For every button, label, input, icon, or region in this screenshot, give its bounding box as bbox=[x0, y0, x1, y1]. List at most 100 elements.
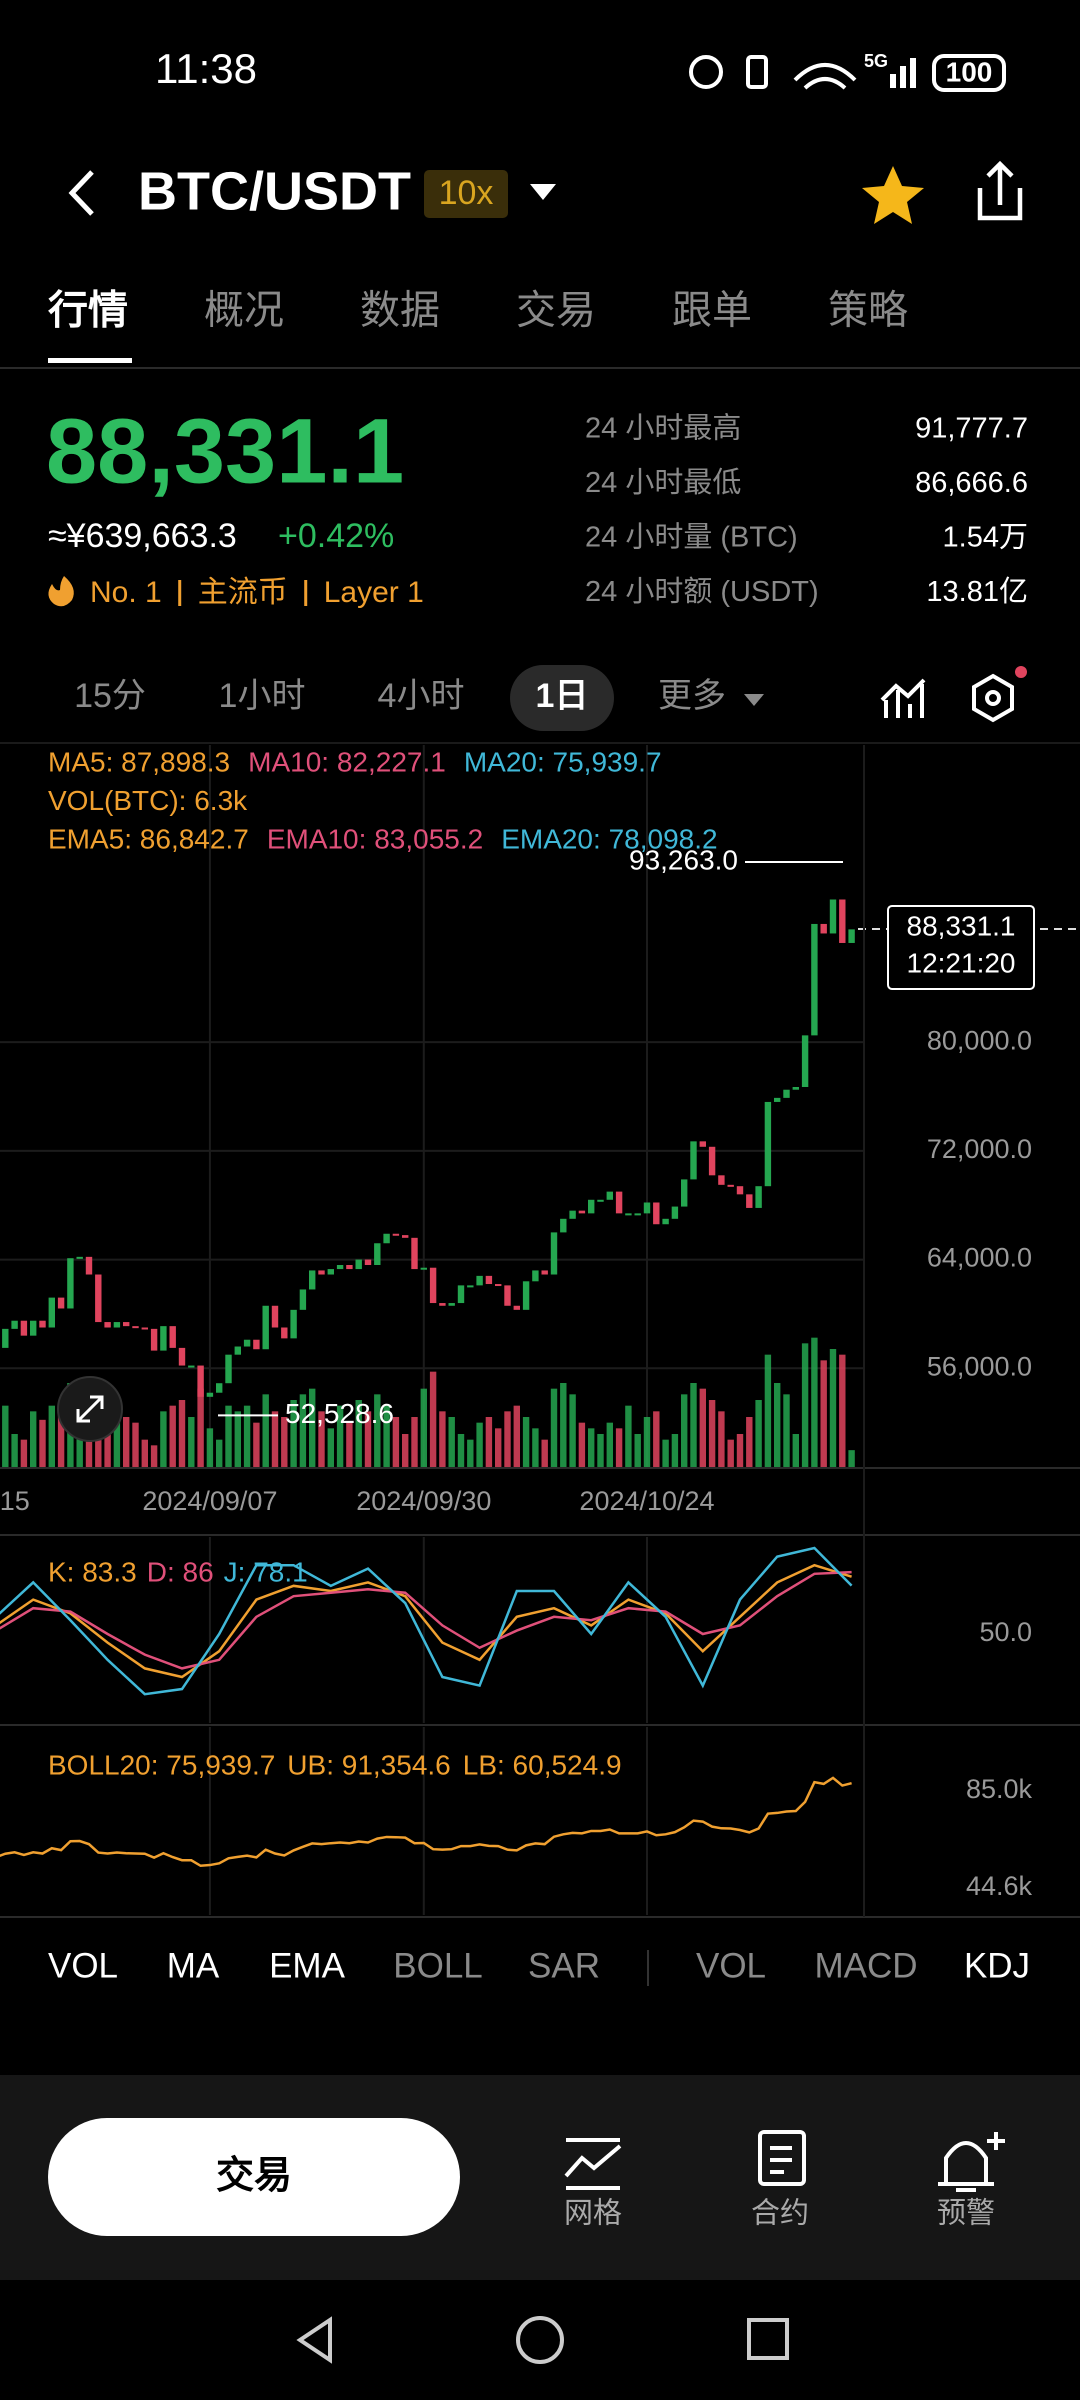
volume-bar bbox=[495, 1428, 502, 1468]
volume-bar bbox=[11, 1434, 18, 1468]
candle bbox=[448, 1303, 455, 1306]
volume-bar bbox=[383, 1405, 390, 1468]
volume-bar bbox=[634, 1434, 641, 1468]
candle bbox=[606, 1191, 613, 1200]
indicator-tab[interactable]: MA bbox=[167, 1946, 220, 1985]
y-tick-label: 85.0k bbox=[966, 1774, 1033, 1804]
tab[interactable]: 交易 bbox=[516, 289, 596, 333]
volume-bar bbox=[318, 1411, 325, 1468]
nav-recent[interactable] bbox=[747, 2318, 789, 2360]
candle bbox=[57, 1297, 65, 1309]
volume-bar bbox=[123, 1417, 130, 1468]
timeframe[interactable]: 15分 bbox=[74, 677, 146, 715]
volume-bar bbox=[708, 1400, 716, 1468]
legend-entry: K: 83.3 bbox=[48, 1556, 137, 1587]
timeframe-active-bg bbox=[510, 665, 614, 731]
candle bbox=[327, 1269, 334, 1275]
candle bbox=[160, 1326, 167, 1351]
candle bbox=[2, 1328, 9, 1348]
volume-bar bbox=[681, 1394, 688, 1468]
more-arrow[interactable] bbox=[744, 694, 764, 706]
stats: 24 小时最高 91,777.7 24 小时最低 86,666.6 24 小时量 (BT… bbox=[585, 412, 1028, 609]
volume-bar bbox=[420, 1388, 427, 1468]
indicator-tab[interactable]: VOL bbox=[48, 1946, 118, 1985]
trade-button[interactable] bbox=[48, 2118, 460, 2236]
volume-bar bbox=[755, 1400, 762, 1468]
timeframe[interactable]: 1日 bbox=[536, 677, 589, 715]
boll-price-line bbox=[0, 1776, 852, 1868]
volume-bar bbox=[309, 1388, 316, 1468]
candle bbox=[253, 1339, 260, 1350]
volume-bar bbox=[30, 1411, 37, 1468]
indicator-tab[interactable]: SAR bbox=[528, 1946, 600, 1985]
volume-bar bbox=[48, 1405, 55, 1468]
volume-bar bbox=[643, 1417, 651, 1468]
volume-bar bbox=[411, 1417, 418, 1468]
tool-label[interactable]: 网格 bbox=[564, 2197, 622, 2230]
low-label: 52,528.6 bbox=[285, 1398, 394, 1429]
tool-label[interactable]: 预警 bbox=[937, 2197, 995, 2230]
favorite-star[interactable] bbox=[862, 166, 924, 224]
legend-entry: J: 78.1 bbox=[224, 1556, 308, 1587]
volume-bar bbox=[569, 1394, 576, 1468]
candle bbox=[578, 1210, 586, 1214]
timeframe[interactable]: 更多 bbox=[658, 677, 726, 715]
volume-bar bbox=[76, 1434, 83, 1468]
candle bbox=[625, 1213, 632, 1216]
volume-bar bbox=[299, 1394, 307, 1468]
tags: No. 1 主流币 Layer 1 bbox=[90, 576, 424, 609]
stat-value: 1.54万 bbox=[943, 522, 1028, 554]
indicator-tab[interactable]: EMA bbox=[269, 1946, 346, 1985]
back-button[interactable] bbox=[68, 170, 94, 216]
volume-bar bbox=[243, 1405, 251, 1468]
legend-entry: D: 86 bbox=[147, 1556, 214, 1587]
volume-bar bbox=[160, 1411, 167, 1468]
volume-bar bbox=[699, 1388, 706, 1468]
y-tick-label: 56,000.0 bbox=[927, 1351, 1032, 1381]
candle bbox=[550, 1232, 558, 1275]
volume-bar bbox=[225, 1405, 232, 1468]
candle bbox=[169, 1326, 176, 1348]
chart-type-button[interactable] bbox=[880, 678, 926, 718]
candle bbox=[801, 1035, 809, 1088]
candle bbox=[299, 1289, 307, 1310]
timeframe[interactable]: 1小时 bbox=[219, 677, 306, 715]
volume-bar bbox=[625, 1405, 632, 1468]
indicator-tab[interactable]: VOL bbox=[696, 1946, 766, 1985]
volume-bar bbox=[57, 1411, 65, 1468]
timeframe[interactable]: 4小时 bbox=[378, 677, 465, 715]
tab[interactable]: 行情 bbox=[48, 289, 128, 333]
candle bbox=[681, 1179, 688, 1207]
tab[interactable]: 策略 bbox=[828, 289, 908, 333]
candle bbox=[662, 1218, 669, 1225]
candle bbox=[188, 1365, 195, 1368]
volume-bar bbox=[355, 1400, 362, 1468]
share-button[interactable] bbox=[977, 160, 1023, 221]
kdj-line bbox=[0, 1570, 852, 1670]
tab[interactable]: 跟单 bbox=[672, 289, 752, 333]
nav-home[interactable] bbox=[516, 2316, 564, 2364]
chart-settings-button[interactable] bbox=[972, 673, 1014, 723]
tab[interactable]: 数据 bbox=[360, 289, 440, 333]
volume-bar bbox=[653, 1411, 660, 1468]
candle bbox=[216, 1383, 223, 1393]
y-tick-label: 64,000.0 bbox=[927, 1243, 1032, 1273]
volume-bar bbox=[85, 1428, 93, 1468]
x-tick-label: 08/15 bbox=[0, 1486, 30, 1516]
volume-bar bbox=[197, 1388, 204, 1468]
volume-bar bbox=[39, 1419, 46, 1468]
candle bbox=[792, 1087, 799, 1090]
indicator-tab[interactable]: BOLL bbox=[393, 1946, 483, 1985]
indicator-tab[interactable]: MACD bbox=[814, 1946, 917, 1985]
candle bbox=[243, 1339, 251, 1347]
volume-bar bbox=[392, 1417, 400, 1468]
pair-dropdown[interactable] bbox=[530, 184, 556, 200]
tool-label[interactable]: 合约 bbox=[751, 2197, 809, 2230]
tab[interactable]: 概况 bbox=[204, 289, 284, 333]
indicator-tab[interactable]: KDJ bbox=[964, 1946, 1030, 1985]
volume-bar bbox=[792, 1434, 799, 1468]
pair-title[interactable]: BTC/USDT bbox=[138, 161, 411, 221]
nav-back[interactable] bbox=[296, 2316, 332, 2364]
candle bbox=[615, 1191, 623, 1214]
volume-bar bbox=[113, 1411, 121, 1468]
